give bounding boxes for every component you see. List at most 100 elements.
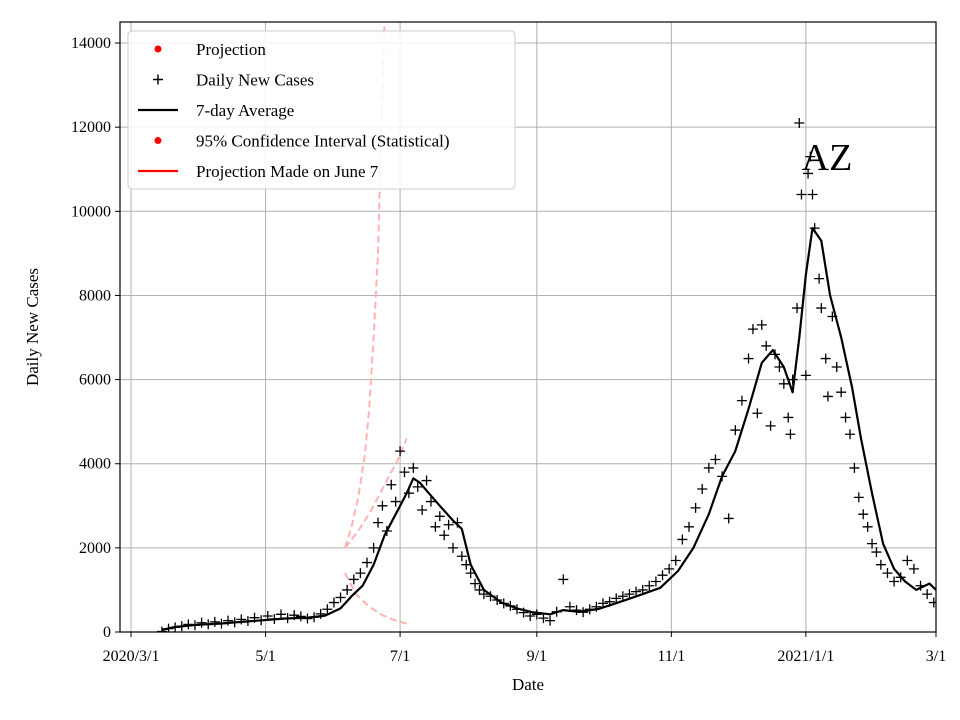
daily-case-marker xyxy=(315,608,326,619)
daily-case-marker xyxy=(792,303,803,314)
x-tick-label: 3/1 xyxy=(926,648,946,665)
x-tick-label: 2020/3/1 xyxy=(103,648,160,665)
daily-case-marker xyxy=(373,517,384,528)
legend-label: Projection Made on June 7 xyxy=(196,162,379,181)
x-axis: 2020/3/15/17/19/111/12021/1/13/15/17/19/… xyxy=(103,632,946,665)
daily-case-marker xyxy=(275,609,286,620)
daily-case-marker xyxy=(395,446,406,457)
daily-case-marker xyxy=(836,387,847,398)
daily-case-marker xyxy=(816,303,827,314)
daily-case-marker xyxy=(747,324,758,335)
y-tick-label: 4000 xyxy=(79,456,111,473)
daily-case-marker xyxy=(807,189,818,200)
daily-case-marker xyxy=(867,538,878,549)
x-tick-label: 9/1 xyxy=(527,648,547,665)
daily-case-marker xyxy=(800,370,811,381)
series-line-projection-made-on-june-7-lower xyxy=(344,572,407,625)
daily-case-marker xyxy=(342,584,353,595)
daily-case-marker xyxy=(849,462,860,473)
series-layer xyxy=(156,22,936,632)
daily-case-marker xyxy=(908,563,919,574)
daily-case-marker xyxy=(408,462,419,473)
x-tick-label: 7/1 xyxy=(390,648,410,665)
legend-label: 95% Confidence Interval (Statistical) xyxy=(196,132,450,151)
daily-case-marker xyxy=(805,151,816,162)
legend-label: Daily New Cases xyxy=(196,71,314,90)
daily-case-marker xyxy=(377,500,388,511)
daily-case-marker xyxy=(822,391,833,402)
daily-case-marker xyxy=(803,168,814,179)
daily-case-marker xyxy=(362,557,373,568)
daily-case-marker xyxy=(670,555,681,566)
legend-marker-dot xyxy=(154,45,162,53)
x-tick-label: 5/1 xyxy=(255,648,275,665)
daily-case-marker xyxy=(390,496,401,507)
daily-case-marker xyxy=(730,425,741,436)
daily-case-marker xyxy=(456,551,467,562)
daily-case-marker xyxy=(723,513,734,524)
daily-case-marker xyxy=(295,611,306,622)
daily-case-marker xyxy=(434,511,445,522)
daily-case-marker xyxy=(783,412,794,423)
daily-case-marker xyxy=(538,613,549,624)
daily-case-marker xyxy=(844,429,855,440)
daily-case-marker xyxy=(448,542,459,553)
daily-case-marker xyxy=(853,492,864,503)
x-tick-label: 2021/1/1 xyxy=(777,648,834,665)
daily-case-marker xyxy=(348,574,359,585)
daily-case-marker xyxy=(765,420,776,431)
daily-case-marker xyxy=(683,521,694,532)
y-tick-label: 10000 xyxy=(71,203,111,220)
y-axis: 0 2000 4000 6000 8000 10000 12000 14000 xyxy=(71,35,120,641)
daily-case-marker xyxy=(657,570,668,581)
plot-frame xyxy=(119,21,937,633)
daily-case-marker xyxy=(425,496,436,507)
daily-case-marker xyxy=(322,604,333,615)
daily-case-marker xyxy=(882,568,893,579)
daily-case-marker xyxy=(368,542,379,553)
daily-case-marker xyxy=(710,454,721,465)
daily-case-marker xyxy=(875,559,886,570)
daily-case-marker xyxy=(631,586,642,597)
daily-case-marker xyxy=(439,530,450,541)
daily-case-marker xyxy=(922,589,933,600)
y-tick-label: 6000 xyxy=(79,372,111,389)
daily-case-marker xyxy=(871,547,882,558)
daily-case-marker xyxy=(443,519,454,530)
daily-case-marker xyxy=(814,273,825,284)
daily-case-marker xyxy=(624,589,635,600)
daily-case-marker xyxy=(355,568,366,579)
y-tick-label: 8000 xyxy=(79,287,111,304)
legend-label: Projection xyxy=(196,40,266,59)
legend-marker-plus xyxy=(153,74,163,85)
daily-case-marker xyxy=(840,412,851,423)
daily-case-marker xyxy=(697,483,708,494)
daily-case-marker xyxy=(328,597,339,608)
x-axis-title: Date xyxy=(512,675,544,694)
daily-case-marker xyxy=(399,467,410,478)
daily-case-marker xyxy=(664,563,675,574)
y-tick-label: 12000 xyxy=(71,119,111,136)
daily-case-marker xyxy=(794,117,805,128)
daily-case-marker xyxy=(690,502,701,513)
daily-case-marker xyxy=(778,378,789,389)
daily-case-marker xyxy=(417,505,428,515)
daily-case-marker xyxy=(531,609,542,620)
daily-case-marker xyxy=(470,578,481,589)
daily-case-marker xyxy=(752,408,763,419)
daily-case-marker xyxy=(196,617,207,628)
daily-case-marker xyxy=(785,429,796,440)
daily-case-marker xyxy=(862,521,873,532)
y-tick-label: 2000 xyxy=(79,540,111,557)
daily-case-marker xyxy=(430,521,441,532)
daily-case-marker xyxy=(756,319,767,330)
legend-box xyxy=(127,30,516,190)
daily-case-marker xyxy=(677,534,688,545)
daily-case-marker xyxy=(335,592,346,603)
daily-case-marker xyxy=(650,576,661,587)
daily-case-marker xyxy=(611,593,622,604)
daily-case-marker xyxy=(761,340,772,351)
legend-marker-dot xyxy=(154,137,162,144)
daily-case-marker xyxy=(412,481,423,492)
